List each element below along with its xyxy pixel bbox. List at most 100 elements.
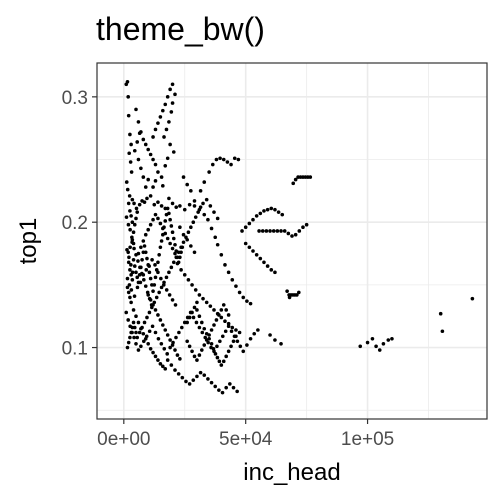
data-point bbox=[160, 239, 164, 243]
data-point bbox=[257, 229, 261, 233]
data-point bbox=[151, 324, 155, 328]
data-point bbox=[287, 232, 291, 236]
data-point bbox=[168, 338, 172, 342]
data-point bbox=[189, 189, 193, 193]
data-point bbox=[154, 276, 158, 280]
data-point bbox=[159, 222, 163, 226]
data-point bbox=[171, 343, 175, 347]
data-point bbox=[176, 353, 180, 357]
data-point bbox=[189, 244, 193, 248]
data-point bbox=[187, 230, 191, 234]
data-point bbox=[154, 163, 158, 167]
data-point bbox=[138, 203, 142, 207]
data-point bbox=[151, 158, 155, 162]
data-point bbox=[261, 229, 265, 233]
plot-panel bbox=[97, 63, 487, 419]
data-point bbox=[160, 342, 164, 346]
data-point bbox=[160, 204, 164, 208]
data-point bbox=[182, 175, 186, 179]
data-point bbox=[277, 210, 281, 214]
x-tick-label: 5e+04 bbox=[219, 429, 273, 450]
data-point bbox=[202, 180, 206, 184]
data-point bbox=[129, 273, 133, 277]
data-point bbox=[202, 213, 206, 217]
data-point bbox=[133, 264, 137, 268]
data-point bbox=[139, 345, 143, 349]
data-point bbox=[298, 229, 302, 233]
data-point bbox=[179, 245, 183, 249]
data-point bbox=[194, 288, 198, 292]
data-point bbox=[272, 229, 276, 233]
data-point bbox=[301, 225, 305, 229]
data-point bbox=[185, 183, 189, 187]
data-point bbox=[151, 218, 155, 222]
data-point bbox=[210, 342, 214, 346]
data-point bbox=[165, 288, 169, 292]
data-point bbox=[167, 120, 171, 124]
data-point bbox=[207, 333, 211, 337]
data-point bbox=[177, 331, 181, 335]
data-point bbox=[171, 298, 175, 302]
data-point bbox=[190, 283, 194, 287]
data-point bbox=[154, 308, 158, 312]
data-point bbox=[165, 276, 169, 280]
data-point bbox=[173, 243, 177, 247]
data-point bbox=[142, 332, 146, 336]
data-point bbox=[171, 101, 175, 105]
data-point bbox=[211, 163, 215, 167]
data-point bbox=[297, 291, 301, 295]
data-point bbox=[235, 390, 239, 394]
data-point bbox=[127, 223, 131, 227]
data-point bbox=[196, 210, 200, 214]
data-point bbox=[188, 316, 192, 320]
data-point bbox=[137, 158, 141, 162]
data-point bbox=[128, 245, 132, 249]
data-point bbox=[168, 218, 172, 222]
data-point bbox=[143, 200, 147, 204]
data-point bbox=[174, 205, 178, 209]
data-point bbox=[227, 271, 231, 275]
data-point bbox=[195, 375, 199, 379]
data-point bbox=[167, 212, 171, 216]
data-point bbox=[156, 121, 160, 125]
data-point bbox=[241, 296, 245, 300]
data-point bbox=[366, 341, 370, 345]
data-point bbox=[130, 288, 134, 292]
data-point bbox=[144, 337, 148, 341]
data-point bbox=[199, 205, 203, 209]
data-point bbox=[168, 143, 172, 147]
data-point bbox=[126, 250, 130, 254]
data-point bbox=[210, 227, 214, 231]
data-point bbox=[130, 170, 134, 174]
data-point bbox=[135, 336, 139, 340]
data-point bbox=[152, 283, 156, 287]
data-point bbox=[127, 341, 131, 345]
data-point bbox=[137, 321, 141, 325]
data-point bbox=[279, 342, 283, 346]
data-point bbox=[129, 301, 133, 305]
data-point bbox=[268, 333, 272, 337]
data-point bbox=[198, 353, 202, 357]
data-point bbox=[195, 301, 199, 305]
data-point bbox=[234, 328, 238, 332]
data-point bbox=[182, 240, 186, 244]
data-point bbox=[265, 229, 269, 233]
data-point bbox=[174, 336, 178, 340]
data-point bbox=[179, 268, 183, 272]
data-point bbox=[157, 253, 161, 257]
chart-title: theme_bw() bbox=[96, 11, 265, 47]
data-point bbox=[148, 311, 152, 315]
data-point bbox=[217, 388, 221, 392]
data-point bbox=[222, 360, 226, 364]
data-point bbox=[236, 339, 240, 343]
data-point bbox=[173, 93, 177, 97]
data-point bbox=[125, 180, 129, 184]
data-point bbox=[386, 338, 390, 342]
y-axis: 0.1 0.2 0.3 bbox=[62, 88, 97, 360]
data-point bbox=[132, 258, 136, 262]
data-point bbox=[154, 355, 158, 359]
data-point bbox=[144, 268, 148, 272]
data-point bbox=[212, 347, 216, 351]
data-point bbox=[136, 259, 140, 263]
